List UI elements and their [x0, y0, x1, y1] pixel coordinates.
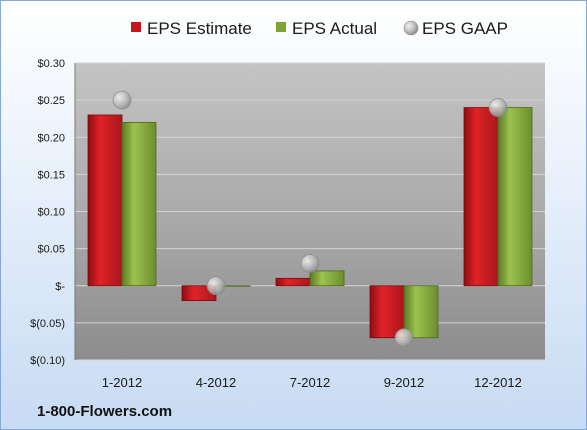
y-tick-label: $0.25: [37, 95, 65, 107]
y-tick-label: $-: [55, 281, 65, 293]
eps-gaap-marker: [394, 328, 414, 348]
y-tick-label: $0.15: [37, 169, 65, 181]
eps-actual-bar: [497, 107, 533, 287]
eps-estimate-bar: [87, 114, 123, 287]
legend-label: EPS Estimate: [147, 19, 252, 38]
y-tick-label: $0.10: [37, 207, 65, 219]
x-category-label: 12-2012: [474, 375, 522, 390]
x-axis: 1-2012 4-2012 7-2012 9-2012 12-2012: [102, 375, 522, 390]
eps-estimate-bar: [369, 285, 405, 339]
eps-gaap-marker: [112, 90, 132, 110]
brand-label: 1-800-Flowers.com: [37, 403, 173, 420]
eps-actual-bar: [403, 285, 439, 339]
y-tick-label: $0.05: [37, 244, 65, 256]
y-tick-label: $0.20: [37, 132, 65, 144]
legend-label: EPS Actual: [292, 19, 377, 38]
x-category-label: 9-2012: [384, 375, 424, 390]
x-category-label: 4-2012: [196, 375, 236, 390]
y-tick-label: $(0.10): [30, 355, 65, 367]
legend-swatch: [276, 22, 286, 32]
eps-actual-bar: [121, 122, 157, 287]
legend: EPS Estimate EPS Actual EPS GAAP: [131, 19, 508, 38]
eps-gaap-marker: [206, 276, 226, 296]
x-category-label: 1-2012: [102, 375, 142, 390]
eps-estimate-bar: [275, 277, 311, 287]
eps-estimate-bar: [463, 107, 499, 287]
y-tick-label: $(0.05): [30, 318, 65, 330]
eps-gaap-marker: [488, 98, 508, 117]
eps-gaap-marker: [300, 254, 320, 273]
eps-actual-bar: [309, 270, 345, 287]
bars: [87, 107, 533, 339]
y-tick-label: $0.30: [37, 58, 65, 70]
legend-swatch: [131, 22, 141, 32]
gaap-markers: [112, 90, 508, 348]
y-axis: $0.30 $0.25 $0.20 $0.15 $0.10 $0.05 $- $(0.05) $…: [30, 58, 76, 367]
legend-label: EPS GAAP: [422, 19, 508, 38]
x-category-label: 7-2012: [290, 375, 330, 390]
legend-swatch: [403, 20, 419, 36]
